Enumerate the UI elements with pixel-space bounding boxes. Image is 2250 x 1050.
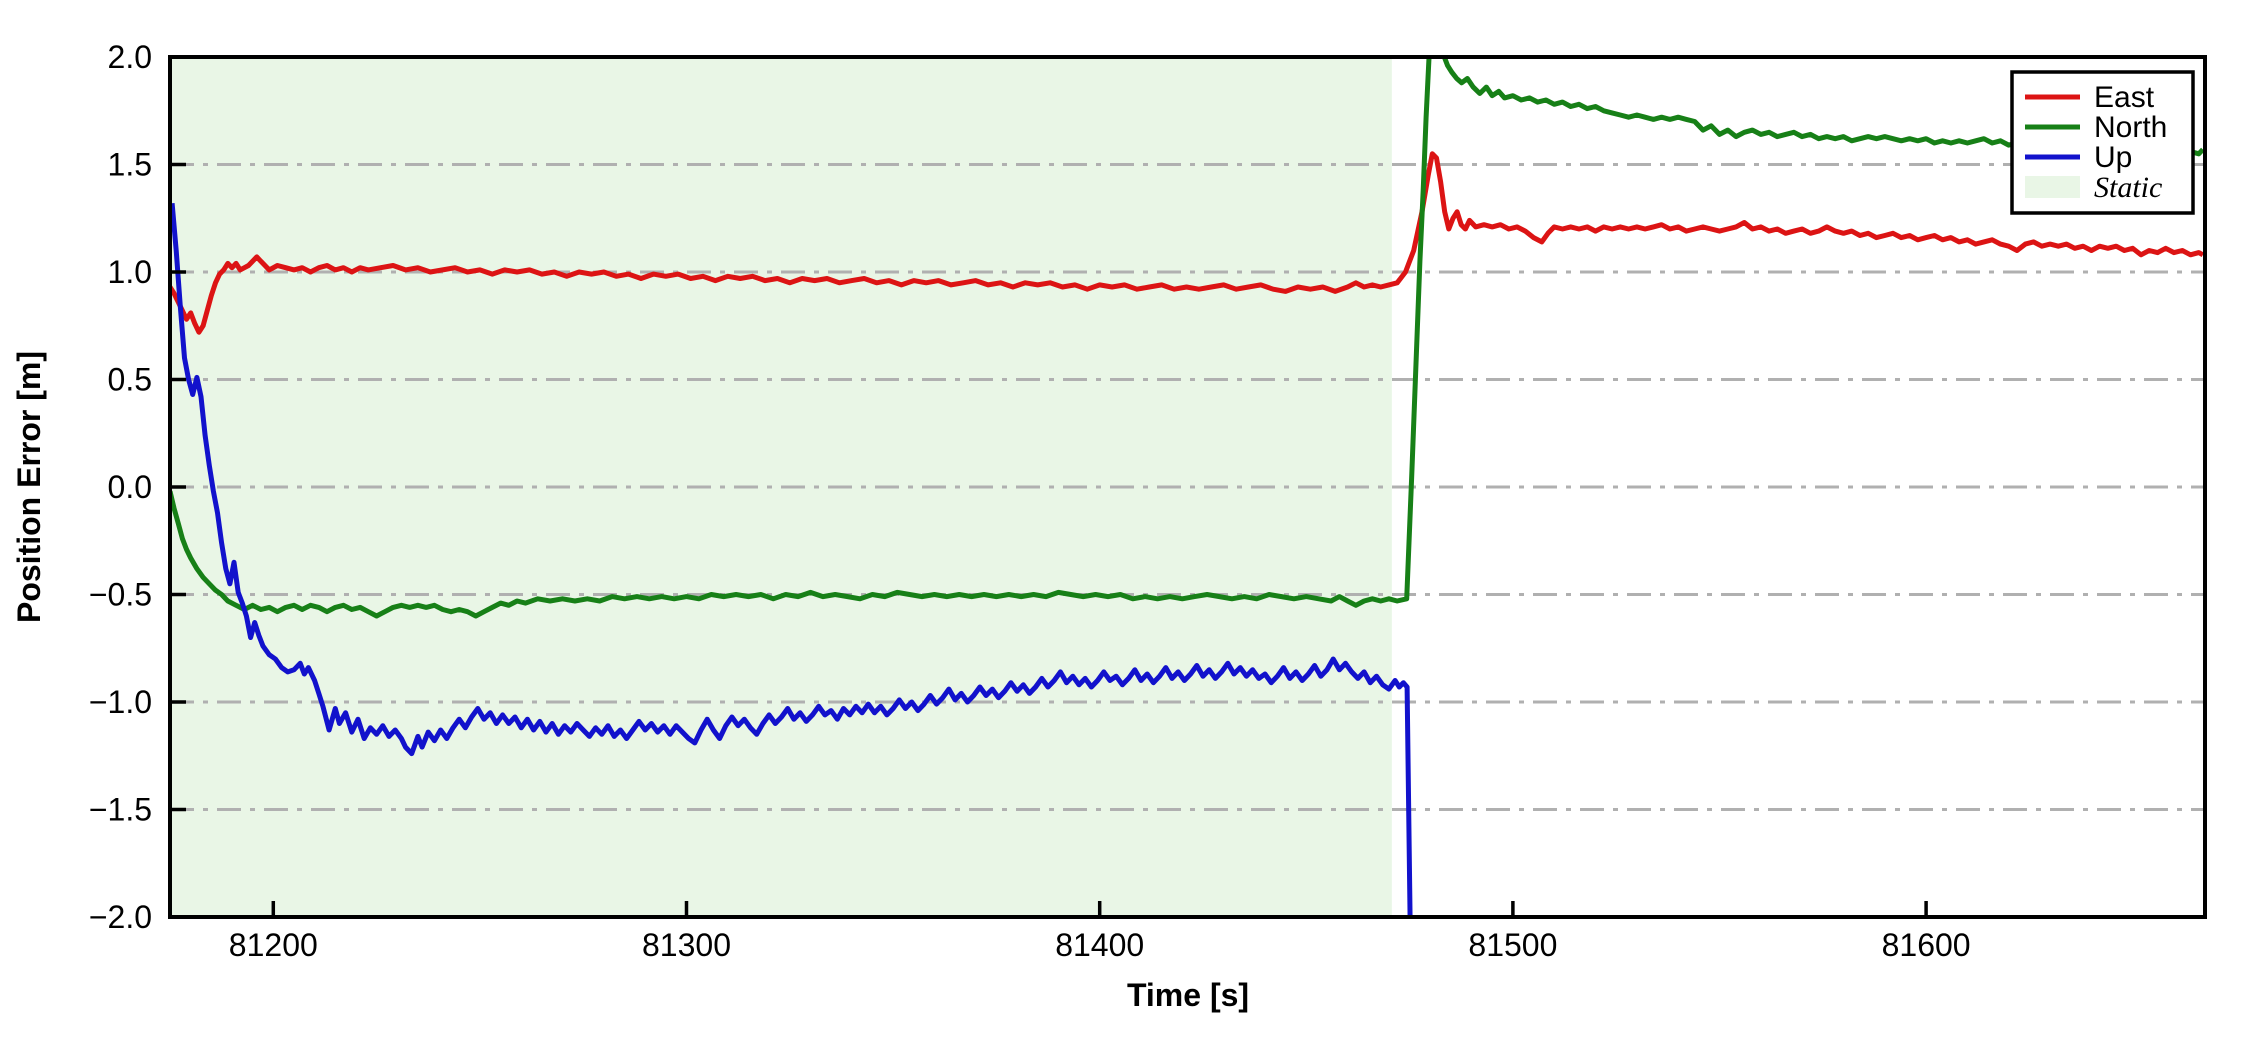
y-tick-label: −0.5 bbox=[89, 577, 152, 613]
series-east-line bbox=[170, 151, 2205, 335]
y-axis-label: Position Error [m] bbox=[11, 351, 47, 623]
plot-layer: 81200 81300 81400 81500 81600 2.0 1.5 1.0 0.5 0.0… bbox=[89, 39, 2207, 963]
legend-item-north: North bbox=[2025, 111, 2167, 144]
x-tick-label: 81600 bbox=[1882, 927, 1971, 963]
x-tick-label: 81200 bbox=[229, 927, 318, 963]
legend-label-north: North bbox=[2094, 111, 2167, 144]
legend-swatch-static bbox=[2025, 176, 2080, 198]
series-up-line bbox=[170, 202, 1413, 917]
x-tick-label: 81400 bbox=[1055, 927, 1144, 963]
series-north-line bbox=[170, 57, 2205, 619]
y-tick-label: −1.5 bbox=[89, 792, 152, 828]
legend-label-east: East bbox=[2094, 81, 2155, 114]
y-tick-label: 0.5 bbox=[108, 362, 152, 398]
y-tick-label: −1.0 bbox=[89, 684, 152, 720]
y-tick-label: −2.0 bbox=[89, 899, 152, 935]
legend-item-static: Static bbox=[2025, 171, 2162, 204]
y-tick-label: 0.0 bbox=[108, 469, 152, 505]
legend-label-static: Static bbox=[2094, 171, 2162, 204]
y-tick-label: 2.0 bbox=[108, 39, 152, 75]
y-tick-label: 1.5 bbox=[108, 147, 152, 183]
legend-item-up: Up bbox=[2025, 141, 2132, 174]
legend-item-east: East bbox=[2025, 81, 2155, 114]
y-tick-label: 1.0 bbox=[108, 254, 152, 290]
legend-label-up: Up bbox=[2094, 141, 2132, 174]
x-tick-label: 81500 bbox=[1468, 927, 1557, 963]
x-tick-label: 81300 bbox=[642, 927, 731, 963]
x-axis-label: Time [s] bbox=[1127, 977, 1249, 1013]
